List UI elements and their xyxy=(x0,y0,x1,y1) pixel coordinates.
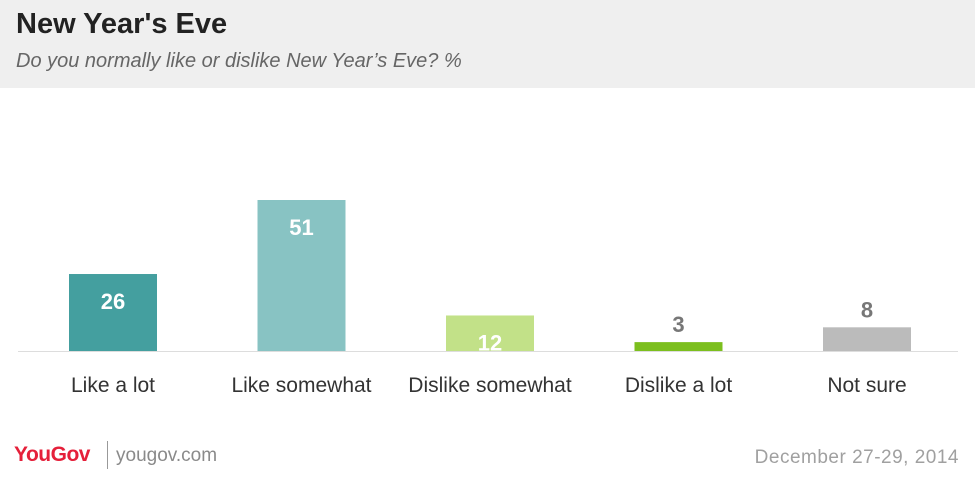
category-label: Dislike a lot xyxy=(625,374,733,397)
chart-title: New Year's Eve xyxy=(16,8,228,40)
bar-dislike-a-lot xyxy=(634,342,723,351)
data-label: 3 xyxy=(672,312,684,337)
header-band: New Year's Eve Do you normally like or d… xyxy=(0,0,975,88)
chart-subtitle: Do you normally like or dislike New Year… xyxy=(16,50,462,72)
bar-like-a-lot xyxy=(69,274,157,351)
data-label: 12 xyxy=(478,330,502,355)
category-label: Like somewhat xyxy=(231,374,371,397)
footer-site-link[interactable]: yougov.com xyxy=(116,445,218,466)
footer-divider xyxy=(107,441,108,469)
category-label: Like a lot xyxy=(71,374,155,397)
yougov-logo: YouGov xyxy=(14,443,90,466)
category-label: Not sure xyxy=(827,374,906,397)
bar-dislike-somewhat xyxy=(446,315,534,351)
bar-not-sure xyxy=(823,327,911,351)
survey-date: December 27-29, 2014 xyxy=(754,447,959,468)
data-label: 26 xyxy=(101,289,125,314)
category-label: Dislike somewhat xyxy=(408,374,572,397)
bar-like-somewhat xyxy=(257,200,346,351)
data-label: 8 xyxy=(861,297,873,322)
data-label: 51 xyxy=(289,215,313,240)
